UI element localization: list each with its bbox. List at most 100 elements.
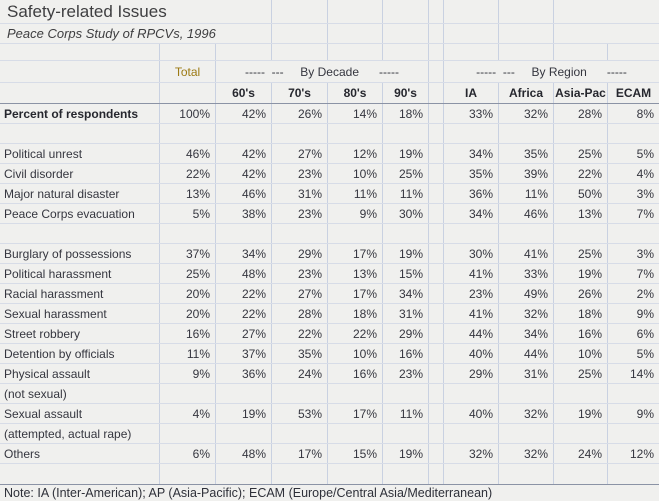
empty-cell[interactable] [443, 0, 498, 23]
cell-60s[interactable] [215, 424, 271, 443]
empty-cell[interactable] [428, 264, 443, 283]
empty-cell[interactable] [428, 61, 443, 82]
cell-60s[interactable]: 42% [215, 144, 271, 163]
cell-ecam[interactable]: 6% [607, 324, 659, 343]
cell-90s[interactable]: 15% [382, 264, 428, 283]
cell-africa[interactable]: 44% [498, 344, 553, 363]
cell-africa[interactable]: 34% [498, 324, 553, 343]
column-header-africa[interactable]: Africa [498, 83, 553, 103]
cell-ecam[interactable]: 14% [607, 364, 659, 383]
empty-cell[interactable] [553, 44, 607, 60]
cell-90s[interactable]: 23% [382, 364, 428, 383]
row-label[interactable]: (not sexual) [4, 386, 67, 401]
cell-asia-pac[interactable]: 13% [553, 204, 607, 223]
sheet-subtitle[interactable]: Peace Corps Study of RPCVs, 1996 [7, 26, 216, 41]
column-header-90s[interactable]: 90's [382, 83, 428, 103]
cell-70s[interactable]: 24% [271, 364, 327, 383]
cell-ia[interactable]: 40% [443, 404, 498, 423]
cell-africa[interactable]: 41% [498, 244, 553, 263]
cell-africa[interactable]: 33% [498, 264, 553, 283]
cell-60s[interactable] [215, 124, 271, 143]
cell-90s[interactable]: 19% [382, 144, 428, 163]
row-label[interactable]: Physical assault [4, 366, 91, 381]
cell-70s[interactable]: 22% [271, 324, 327, 343]
cell-ecam[interactable] [607, 424, 659, 443]
empty-cell[interactable] [498, 0, 553, 23]
empty-cell[interactable] [428, 164, 443, 183]
empty-cell[interactable] [0, 61, 159, 82]
cell-asia-pac[interactable]: 25% [553, 144, 607, 163]
cell-total[interactable]: 4% [159, 404, 215, 423]
cell-asia-pac[interactable]: 26% [553, 284, 607, 303]
cell-90s[interactable]: 31% [382, 304, 428, 323]
cell-ecam[interactable]: 3% [607, 244, 659, 263]
cell-70s[interactable]: 31% [271, 184, 327, 203]
cell-ia[interactable]: 40% [443, 344, 498, 363]
cell-90s[interactable]: 19% [382, 244, 428, 263]
cell-ia[interactable]: 32% [443, 444, 498, 463]
row-label[interactable]: Burglary of possessions [4, 246, 132, 261]
cell-70s[interactable]: 26% [271, 104, 327, 123]
empty-cell[interactable] [498, 44, 553, 60]
empty-cell[interactable] [327, 0, 382, 23]
cell-total[interactable] [159, 464, 215, 484]
cell-asia-pac[interactable]: 22% [553, 164, 607, 183]
cell-90s[interactable]: 34% [382, 284, 428, 303]
cell-asia-pac[interactable] [553, 224, 607, 243]
cell-90s[interactable] [382, 424, 428, 443]
cell-90s[interactable]: 11% [382, 184, 428, 203]
cell-70s[interactable]: 17% [271, 444, 327, 463]
cell-ecam[interactable]: 12% [607, 444, 659, 463]
cell-asia-pac[interactable] [553, 124, 607, 143]
cell-70s[interactable] [271, 224, 327, 243]
cell-africa[interactable]: 11% [498, 184, 553, 203]
cell-60s[interactable]: 42% [215, 164, 271, 183]
cell-80s[interactable] [327, 424, 382, 443]
cell-ia[interactable]: 34% [443, 204, 498, 223]
cell-ecam[interactable]: 5% [607, 144, 659, 163]
cell-asia-pac[interactable]: 19% [553, 264, 607, 283]
row-label[interactable]: Civil disorder [4, 166, 74, 181]
empty-cell[interactable] [428, 424, 443, 443]
cell-ia[interactable]: 33% [443, 104, 498, 123]
cell-africa[interactable] [498, 424, 553, 443]
empty-cell[interactable] [428, 184, 443, 203]
column-header-60s[interactable]: 60's [215, 83, 271, 103]
cell-total[interactable]: 5% [159, 204, 215, 223]
empty-cell[interactable] [159, 83, 215, 103]
cell-70s[interactable] [271, 384, 327, 403]
empty-cell[interactable] [428, 204, 443, 223]
empty-cell[interactable] [428, 404, 443, 423]
row-label[interactable]: Racial harassment [4, 286, 104, 301]
cell-80s[interactable]: 17% [327, 244, 382, 263]
cell-80s[interactable]: 12% [327, 144, 382, 163]
cell-80s[interactable] [327, 224, 382, 243]
cell-asia-pac[interactable]: 16% [553, 324, 607, 343]
cell-70s[interactable] [271, 424, 327, 443]
cell-africa[interactable]: 32% [498, 404, 553, 423]
cell-ia[interactable]: 34% [443, 144, 498, 163]
cell-ecam[interactable] [607, 384, 659, 403]
cell-90s[interactable]: 19% [382, 444, 428, 463]
cell-ia[interactable] [443, 464, 498, 484]
cell-africa[interactable]: 49% [498, 284, 553, 303]
row-label[interactable] [0, 124, 159, 143]
cell-ecam[interactable]: 8% [607, 104, 659, 123]
cell-90s[interactable] [382, 384, 428, 403]
cell-ia[interactable] [443, 424, 498, 443]
cell-60s[interactable]: 46% [215, 184, 271, 203]
cell-total[interactable]: 22% [159, 164, 215, 183]
cell-60s[interactable] [215, 464, 271, 484]
cell-total[interactable]: 100% [159, 104, 215, 123]
row-label[interactable]: Major natural disaster [4, 186, 120, 201]
cell-80s[interactable]: 10% [327, 164, 382, 183]
cell-60s[interactable] [215, 224, 271, 243]
cell-africa[interactable]: 39% [498, 164, 553, 183]
cell-total[interactable] [159, 224, 215, 243]
cell-70s[interactable]: 28% [271, 304, 327, 323]
empty-cell[interactable] [215, 44, 271, 60]
empty-cell[interactable] [327, 44, 382, 60]
cell-70s[interactable]: 23% [271, 264, 327, 283]
cell-70s[interactable]: 35% [271, 344, 327, 363]
cell-80s[interactable]: 14% [327, 104, 382, 123]
